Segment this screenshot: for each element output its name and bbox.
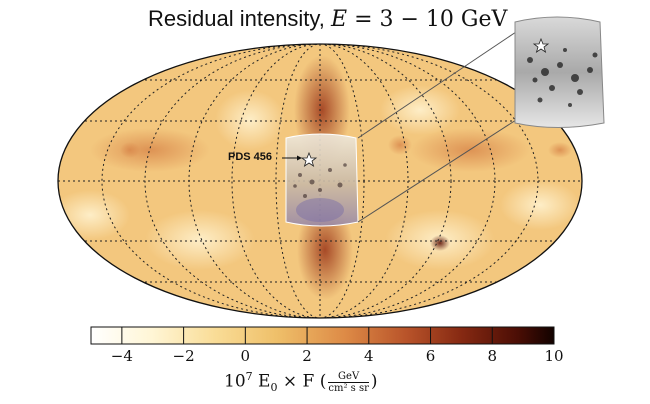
pds456-label: PDS 456 [228,151,273,163]
zoom-star-icon [532,37,550,53]
colorbar-tick-label: −2 [172,347,195,365]
colorbar-tick-label: 10 [544,347,564,365]
colorbar-tick-labels: −4 −2 0 2 4 6 8 10 [0,347,650,367]
colorbar-tick-label: 4 [364,347,374,365]
colorbar-axis-label: 107 E0 × F (GeV cm² s sr) [224,370,378,395]
pds456-star-icon [300,151,318,167]
colorbar-tick-label: −4 [110,347,133,365]
figure-title: Residual intensity, E = 3 − 10 GeV [148,6,508,32]
colorbar-tick-label: 2 [302,347,312,365]
colorbar-tick-label: 6 [425,347,436,365]
zoom-line-top [357,31,517,139]
zoom-line-bottom [357,119,517,223]
colorbar [90,326,555,345]
map-outline [57,43,583,319]
colorbar-tick-label: 0 [240,347,251,365]
pds456-arrowhead-icon [297,155,302,161]
colorbar-tick-label: 8 [487,347,498,365]
inset-overlay [285,133,359,227]
zoom-inset [514,16,605,128]
